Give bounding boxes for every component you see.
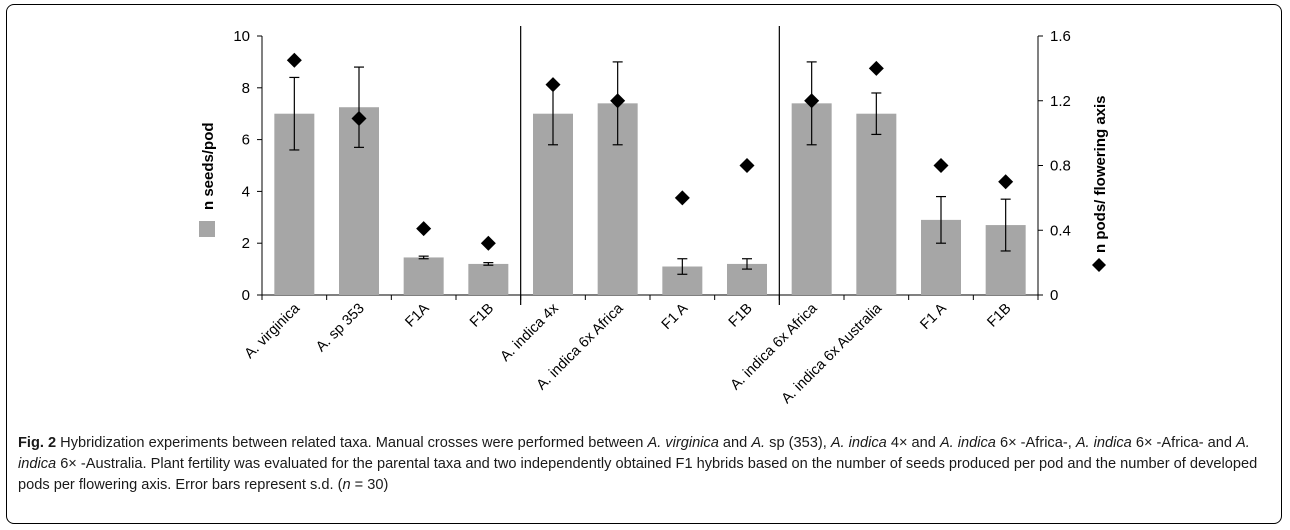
y-tick-label: 6: [242, 132, 250, 149]
y-tick-label: 10: [233, 28, 250, 45]
diamond-marker: [868, 60, 884, 76]
y-tick-label: 0: [242, 287, 250, 304]
legend-swatch-bars: [199, 221, 215, 237]
y-tick-label: 4: [242, 183, 250, 200]
diamond-marker: [674, 190, 690, 206]
y-axis-title: n seeds/pod: [200, 122, 217, 210]
caption-segment: = 30): [350, 477, 389, 493]
x-tick-label: A. virginica: [242, 300, 304, 362]
diamond-marker: [804, 93, 820, 109]
caption-segment: A. indica: [18, 435, 1250, 472]
y2-tick-label: 0.4: [1050, 222, 1071, 239]
diamond-marker: [480, 235, 496, 251]
caption-segment: Hybridization experiments between relate…: [56, 435, 648, 451]
caption-segment: 6× -Africa- and: [1131, 435, 1237, 451]
bar: [468, 263, 509, 295]
caption-segment: 4× and: [886, 435, 940, 451]
x-tick-label: F1B: [984, 301, 1014, 331]
caption-label: Fig. 2: [18, 435, 57, 451]
x-tick-label: A. sp 353: [313, 301, 368, 356]
diamond-marker: [545, 77, 561, 93]
x-tick-label: F1 A: [659, 300, 692, 333]
diamond-marker: [351, 111, 367, 127]
caption-segment: A. indica: [830, 435, 887, 451]
caption-segment: and: [718, 435, 752, 451]
caption-segment: n: [342, 477, 351, 493]
x-tick-label: F1B: [726, 301, 756, 331]
caption-text: Hybridization experiments between relate…: [18, 435, 1257, 493]
figure-caption: Fig. 2 Hybridization experiments between…: [18, 433, 1280, 496]
caption-segment: 6× -Australia. Plant fertility was evalu…: [18, 456, 1258, 493]
diamond-marker: [416, 221, 432, 237]
diamond-marker: [739, 158, 755, 173]
x-tick-label: F1B: [467, 301, 497, 331]
caption-segment: A.: [751, 435, 766, 451]
diamond-marker: [286, 52, 302, 68]
caption-segment: A. indica: [1075, 435, 1132, 451]
caption-segment: sp (353),: [765, 435, 831, 451]
x-tick-label: F1A: [402, 300, 432, 330]
x-tick-label: F1 A: [917, 300, 950, 333]
diamond-marker: [933, 158, 949, 173]
y-tick-label: 8: [242, 80, 250, 97]
caption-segment: 6× -Africa-,: [995, 435, 1076, 451]
bar: [403, 257, 444, 295]
y2-tick-label: 0: [1050, 287, 1058, 304]
y2-tick-label: 0.8: [1050, 158, 1071, 175]
x-tick-label: A. indica 4x: [498, 300, 563, 365]
caption-segment: A. indica: [939, 435, 996, 451]
y2-tick-label: 1.2: [1050, 93, 1071, 110]
figure-frame: [6, 4, 1282, 524]
diamond-marker: [998, 174, 1014, 190]
diamond-marker: [610, 93, 626, 109]
legend-marker-pods: [1092, 258, 1106, 272]
caption-segment: A. virginica: [647, 435, 719, 451]
y2-tick-label: 1.6: [1050, 28, 1071, 45]
bar: [856, 113, 897, 295]
chart: 0 2 4 6 8 10 0 0.4 0.8 1.2 1.6 A. virginica A. sp 35…: [199, 26, 1109, 407]
y2-axis-title: n pods/ flowering axis: [1092, 95, 1109, 253]
y-tick-label: 2: [242, 235, 250, 252]
